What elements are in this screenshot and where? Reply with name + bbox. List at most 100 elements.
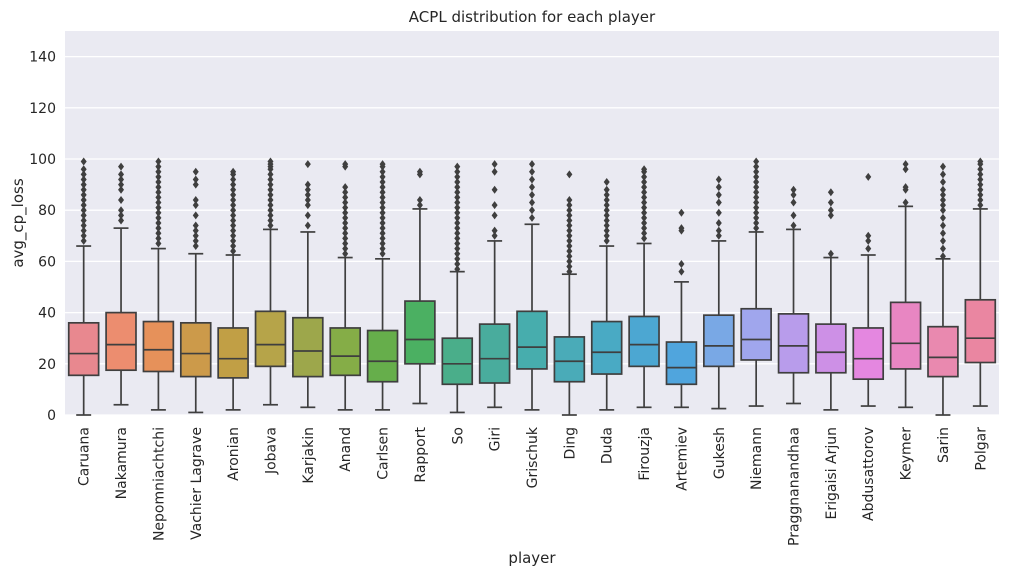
outlier-point xyxy=(939,190,946,199)
outlier-point xyxy=(491,231,498,240)
x-tick-label: Caruana xyxy=(77,427,93,486)
outlier-point xyxy=(155,198,162,207)
outlier-point xyxy=(192,242,199,251)
x-tick-label: Praggnanandhaa xyxy=(787,427,803,546)
outlier-point xyxy=(641,219,648,227)
outlier-point xyxy=(603,201,610,210)
iqr-box xyxy=(329,327,361,377)
outlier-point xyxy=(192,236,199,245)
outlier-point xyxy=(641,193,648,202)
outlier-point xyxy=(939,206,946,215)
outlier-point xyxy=(865,236,872,245)
box-polgar xyxy=(964,157,997,407)
outlier-point xyxy=(267,221,274,230)
outlier-point xyxy=(379,213,386,222)
outlier-point xyxy=(529,198,535,207)
outlier-point xyxy=(641,229,648,238)
outlier-point xyxy=(715,198,722,207)
outlier-point xyxy=(566,221,573,230)
outlier-point xyxy=(939,195,946,204)
outlier-point xyxy=(230,190,237,199)
outlier-point xyxy=(641,183,648,192)
outlier-point xyxy=(902,183,909,192)
outlier-point xyxy=(304,160,311,169)
x-tick-label: Ding xyxy=(562,427,578,459)
box-anand xyxy=(329,160,361,411)
outlier-point xyxy=(902,198,909,207)
outlier-point xyxy=(454,193,461,202)
outlier-point xyxy=(379,224,386,233)
outlier-point xyxy=(977,185,984,194)
outlier-point xyxy=(529,160,535,169)
outlier-point xyxy=(454,188,461,197)
iqr-box xyxy=(740,307,772,361)
chart-title: ACPL distribution for each player xyxy=(409,8,656,26)
outlier-point xyxy=(641,172,648,181)
outlier-point xyxy=(977,157,984,166)
x-tick-label: Vachier Lagrave xyxy=(189,427,205,540)
outlier-point xyxy=(641,188,648,197)
outlier-point xyxy=(977,201,984,210)
outlier-point xyxy=(678,224,685,233)
outlier-point xyxy=(753,172,760,181)
box-so xyxy=(441,162,474,414)
outlier-point xyxy=(454,259,461,268)
outlier-point xyxy=(641,234,648,243)
outlier-point xyxy=(454,213,461,222)
outlier-point xyxy=(566,201,573,210)
outlier-point xyxy=(678,267,685,276)
outlier-point xyxy=(118,185,125,194)
outlier-point xyxy=(379,219,386,227)
x-tick-label: Nakamura xyxy=(114,427,130,499)
outlier-point xyxy=(753,224,760,233)
box-karjakin xyxy=(292,160,324,409)
outlier-point xyxy=(454,249,461,258)
outlier-point xyxy=(80,206,87,215)
outlier-point xyxy=(379,203,386,212)
outlier-point xyxy=(529,190,535,199)
outlier-point xyxy=(230,175,237,184)
outlier-point xyxy=(753,219,760,227)
x-tick-label: Firouzja xyxy=(637,427,653,481)
outlier-point xyxy=(155,157,162,166)
y-tick-label: 20 xyxy=(38,357,56,373)
outlier-point xyxy=(192,221,199,230)
x-tick-label: Artemiev xyxy=(674,427,690,491)
box-rapport xyxy=(404,167,436,405)
outlier-point xyxy=(603,178,610,187)
outlier-point xyxy=(454,203,461,212)
box-vachier-lagrave xyxy=(179,167,212,414)
x-tick-label: Sarin xyxy=(936,427,952,463)
outlier-point xyxy=(827,206,834,215)
y-axis-ticks: 0 20 40 60 80 100 120 140 xyxy=(29,50,56,424)
box-praggnanandhaa xyxy=(777,185,810,405)
outlier-point xyxy=(454,265,461,274)
iqr-box xyxy=(889,301,922,370)
outlier-point xyxy=(939,185,946,194)
outlier-point xyxy=(977,170,984,179)
outlier-point xyxy=(80,195,87,204)
iqr-box xyxy=(516,310,548,370)
outlier-point xyxy=(566,226,573,235)
outlier-point xyxy=(603,216,610,225)
outlier-point xyxy=(230,221,237,230)
x-tick-label: Duda xyxy=(600,427,616,464)
outlier-point xyxy=(230,236,237,245)
outlier-point xyxy=(529,213,535,222)
outlier-point xyxy=(715,183,722,192)
outlier-point xyxy=(641,178,648,187)
iqr-box xyxy=(665,341,698,386)
outlier-point xyxy=(230,211,237,220)
outlier-point xyxy=(529,175,535,184)
y-tick-label: 140 xyxy=(29,50,56,66)
x-tick-label: Gukesh xyxy=(712,427,728,479)
outlier-point xyxy=(416,167,423,176)
outlier-point xyxy=(267,216,274,225)
outlier-point xyxy=(80,170,87,179)
outlier-point xyxy=(230,195,237,204)
outlier-point xyxy=(865,231,872,240)
x-tick-label: So xyxy=(450,427,466,444)
box-firouzja xyxy=(628,165,660,409)
outlier-point xyxy=(379,244,386,253)
outlier-point xyxy=(566,262,573,271)
